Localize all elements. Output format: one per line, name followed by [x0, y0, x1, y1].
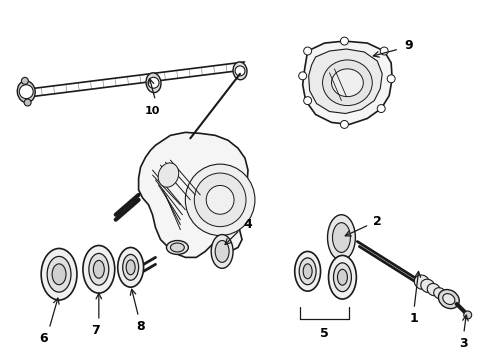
Text: 4: 4 [244, 218, 252, 231]
Ellipse shape [294, 251, 320, 291]
Polygon shape [309, 49, 382, 113]
Ellipse shape [421, 279, 435, 293]
Ellipse shape [303, 264, 312, 279]
Circle shape [235, 66, 245, 76]
Circle shape [148, 77, 159, 88]
Text: 5: 5 [320, 327, 329, 340]
Ellipse shape [206, 185, 234, 214]
Ellipse shape [322, 60, 372, 105]
Ellipse shape [334, 263, 351, 292]
Ellipse shape [118, 247, 144, 287]
Ellipse shape [443, 294, 455, 305]
Ellipse shape [211, 235, 233, 268]
Ellipse shape [94, 260, 104, 278]
Ellipse shape [89, 253, 109, 285]
Ellipse shape [52, 264, 66, 285]
Ellipse shape [195, 173, 246, 227]
Circle shape [341, 37, 348, 45]
Ellipse shape [41, 248, 77, 300]
Ellipse shape [233, 62, 247, 80]
Ellipse shape [327, 215, 355, 260]
Circle shape [22, 77, 28, 84]
Ellipse shape [122, 255, 139, 280]
Text: 3: 3 [460, 337, 468, 350]
Circle shape [299, 72, 307, 80]
Text: 6: 6 [39, 332, 48, 345]
Ellipse shape [126, 260, 135, 275]
Circle shape [304, 96, 312, 105]
Ellipse shape [215, 240, 229, 262]
Text: 7: 7 [92, 324, 100, 337]
Circle shape [380, 47, 388, 55]
Ellipse shape [328, 255, 356, 299]
Ellipse shape [299, 258, 316, 285]
Text: 9: 9 [405, 39, 414, 51]
Ellipse shape [167, 240, 188, 255]
Ellipse shape [47, 256, 71, 292]
Circle shape [387, 75, 395, 83]
Ellipse shape [333, 223, 350, 252]
Ellipse shape [439, 289, 459, 309]
Circle shape [464, 311, 472, 319]
Ellipse shape [83, 246, 115, 293]
Ellipse shape [440, 292, 451, 302]
Ellipse shape [171, 243, 184, 252]
Text: 1: 1 [410, 312, 418, 325]
Ellipse shape [17, 81, 35, 103]
Circle shape [377, 105, 385, 113]
Ellipse shape [415, 275, 430, 289]
Ellipse shape [427, 283, 441, 296]
Text: 10: 10 [145, 105, 160, 116]
Circle shape [24, 99, 31, 106]
Ellipse shape [158, 163, 179, 187]
Ellipse shape [332, 69, 363, 96]
Polygon shape [303, 41, 392, 125]
Ellipse shape [146, 73, 161, 93]
Circle shape [341, 121, 348, 129]
Text: 8: 8 [136, 320, 145, 333]
Text: 2: 2 [373, 215, 382, 228]
Polygon shape [139, 132, 248, 257]
Circle shape [19, 85, 33, 99]
Ellipse shape [434, 288, 445, 299]
Circle shape [304, 47, 312, 55]
Ellipse shape [185, 164, 255, 235]
Ellipse shape [338, 269, 347, 285]
